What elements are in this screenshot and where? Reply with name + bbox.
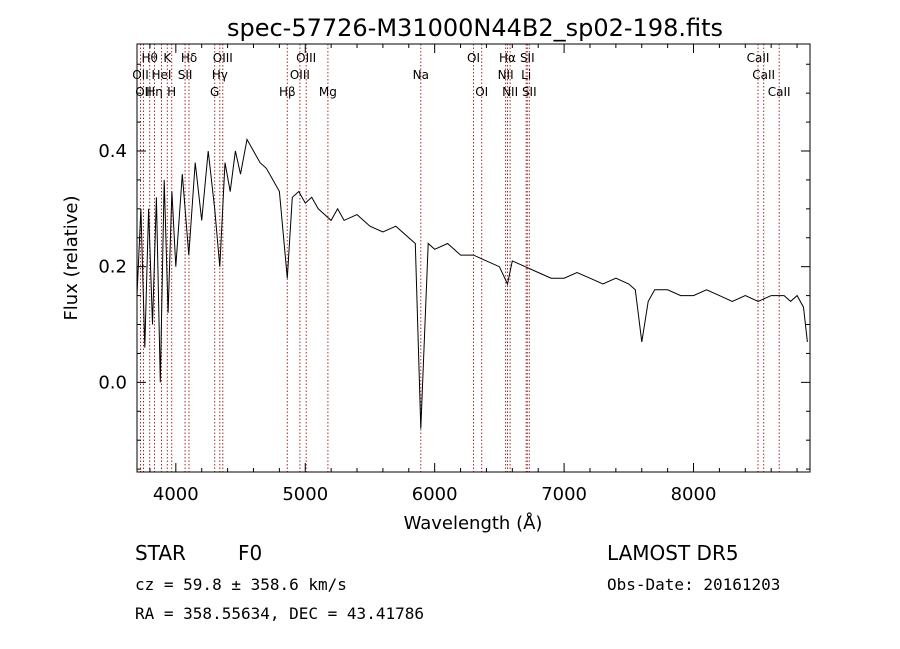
line-label-caii: CaII [752, 68, 775, 82]
line-label-mg: Mg [319, 85, 337, 99]
line-label-hβ: Hβ [279, 85, 296, 99]
observation-date: Obs-Date: 20161203 [607, 575, 780, 594]
object-subclass: F0 [238, 541, 262, 565]
y-tick-label: 0.0 [98, 372, 127, 393]
redshift-info: cz = 59.8 ± 358.6 km/s [135, 575, 347, 594]
line-label-sii: SII [520, 51, 535, 65]
line-label-oiii: OIII [213, 51, 233, 65]
line-label-oi: OI [467, 51, 480, 65]
line-label-hγ: Hγ [212, 68, 228, 82]
line-label-oiii: OIII [296, 51, 316, 65]
spectral-line-markers [140, 44, 780, 472]
line-label-hθ: Hθ [142, 51, 158, 65]
y-axis-ticks: 0.0 0.2 0.4 [98, 63, 810, 470]
line-label-oi: OI [475, 85, 488, 99]
plot-area: OIIOIIHθHηHeIKHSIIHδGHγOIIIHβOIIIOIIIMgN… [98, 43, 811, 505]
line-label-hδ: Hδ [181, 51, 197, 65]
survey-name: LAMOST DR5 [607, 541, 739, 565]
line-label-sii: SII [522, 85, 537, 99]
line-label-g: G [210, 85, 219, 99]
spectrum-line [136, 137, 808, 429]
line-label-hα: Hα [499, 51, 516, 65]
chart-title: spec-57726-M31000N44B2_sp02-198.fits [227, 14, 723, 42]
object-class: STAR [135, 541, 186, 565]
line-label-na: Na [413, 68, 429, 82]
line-label-nii: NII [498, 68, 514, 82]
line-label-hη: Hη [146, 85, 163, 99]
line-label-caii: CaII [747, 51, 770, 65]
x-tick-label: 8000 [671, 484, 717, 505]
line-label-li: Li [521, 68, 531, 82]
line-label-k: K [163, 51, 172, 65]
x-tick-label: 7000 [541, 484, 587, 505]
line-label-sii: SII [178, 68, 193, 82]
line-label-oii: OII [132, 68, 149, 82]
y-axis-label: Flux (relative) [61, 195, 82, 320]
line-label-oiii: OIII [290, 68, 310, 82]
plot-frame [136, 43, 811, 473]
x-tick-label: 4000 [153, 484, 199, 505]
x-axis-ticks: 4000 5000 6000 7000 8000 [149, 44, 798, 505]
x-tick-label: 6000 [412, 484, 458, 505]
y-tick-label: 0.2 [98, 257, 127, 278]
y-tick-label: 0.4 [98, 141, 127, 162]
x-tick-label: 5000 [282, 484, 328, 505]
line-label-hei: HeI [152, 68, 172, 82]
coordinates: RA = 358.55634, DEC = 43.41786 [135, 604, 424, 623]
line-label-h: H [167, 85, 176, 99]
line-label-oii: OII [135, 85, 152, 99]
line-label-nii: NII [502, 85, 518, 99]
x-axis-label: Wavelength (Å) [404, 512, 543, 534]
line-label-caii: CaII [768, 85, 791, 99]
spectral-line-labels: OIIOIIHθHηHeIKHSIIHδGHγOIIIHβOIIIOIIIMgN… [132, 51, 790, 99]
